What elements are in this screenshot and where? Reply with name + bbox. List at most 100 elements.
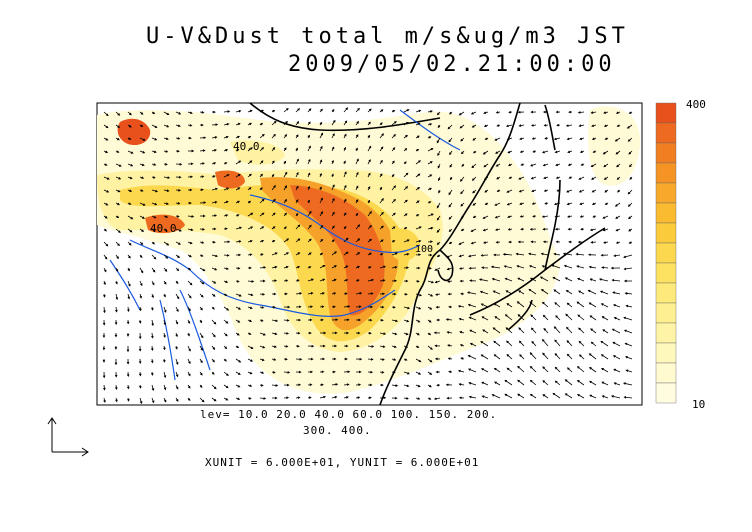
wind-arrow: [493, 367, 501, 373]
wind-arrow: [175, 384, 179, 390]
wind-arrow: [283, 160, 287, 165]
wind-arrow: [415, 371, 422, 375]
wind-arrow: [470, 241, 477, 245]
wind-arrow: [247, 266, 252, 270]
wind-arrow: [295, 212, 299, 217]
wind-arrow: [379, 292, 386, 296]
wind-arrow: [103, 228, 107, 232]
wind-arrow: [555, 176, 561, 179]
wind-arrow: [391, 240, 396, 243]
wind-arrow: [460, 215, 465, 219]
wind-arrow: [460, 202, 465, 207]
wind-arrow: [601, 395, 609, 399]
wind-arrow: [283, 198, 288, 204]
wind-arrow: [199, 358, 203, 364]
wind-arrow: [505, 327, 513, 334]
wind-arrow: [115, 202, 120, 206]
wind-arrow: [115, 397, 118, 403]
wind-arrow: [199, 201, 207, 204]
wind-arrow: [471, 176, 477, 181]
wind-arrow: [367, 211, 372, 217]
wind-arrow: [532, 150, 537, 153]
wind-arrow: [295, 224, 301, 230]
wind-arrow: [307, 331, 312, 335]
wind-arrow: [457, 305, 465, 308]
wind-arrow: [127, 306, 130, 313]
wind-arrow: [247, 109, 253, 113]
wind-arrow: [331, 292, 337, 295]
wind-arrow: [379, 305, 385, 309]
wind-arrow: [626, 124, 633, 129]
wind-arrow: [103, 293, 106, 298]
wind-arrow: [271, 358, 277, 361]
wind-arrow: [343, 370, 351, 374]
wind-arrow: [518, 340, 525, 347]
wind-arrow: [612, 355, 621, 360]
wind-arrow: [490, 265, 501, 269]
wind-arrow: [151, 150, 157, 154]
wind-arrow: [436, 202, 441, 209]
wind-arrow: [235, 109, 242, 113]
wind-arrow: [554, 366, 561, 373]
wind-arrow: [283, 107, 289, 113]
wind-arrow: [307, 134, 310, 139]
wind-arrow: [163, 189, 170, 192]
wind-arrow: [367, 199, 371, 204]
wind-arrow: [103, 267, 107, 273]
wind-arrow: [199, 175, 205, 178]
wind-arrow: [150, 358, 154, 364]
wind-arrow: [437, 150, 441, 157]
wind-arrow: [319, 225, 324, 230]
wind-arrow: [259, 397, 267, 400]
wind-arrow: [379, 133, 384, 139]
wind-arrow: [629, 163, 633, 168]
wind-arrow: [603, 124, 609, 127]
wind-arrow: [448, 305, 453, 309]
wind-arrow: [436, 318, 440, 322]
wind-arrow: [506, 354, 513, 360]
wind-arrow: [343, 160, 346, 165]
wind-arrow: [187, 162, 194, 166]
wind-arrow: [103, 189, 110, 193]
wind-arrow: [355, 107, 360, 113]
colorbar-swatch: [655, 382, 677, 404]
wind-arrow: [565, 289, 573, 295]
wind-arrow: [199, 149, 206, 152]
wind-arrow: [223, 123, 230, 126]
wind-arrow: [427, 358, 433, 363]
wind-arrow: [271, 212, 276, 217]
wind-arrow: [403, 279, 409, 283]
wind-arrow: [516, 265, 525, 269]
wind-arrow: [379, 332, 387, 335]
wind-arrow: [259, 358, 265, 362]
wind-arrow: [223, 319, 229, 324]
wind-arrow: [603, 176, 609, 180]
wind-arrow: [403, 266, 410, 270]
wind-arrow: [307, 108, 312, 113]
wind-arrow: [163, 150, 169, 153]
wind-arrow: [283, 383, 290, 387]
wind-arrow: [331, 265, 337, 269]
wind-arrow: [564, 277, 573, 282]
wind-arrow: [235, 306, 242, 310]
wind-arrow: [427, 332, 432, 336]
wind-arrow: [468, 382, 477, 386]
wind-arrow: [139, 397, 143, 404]
wind-arrow: [271, 252, 278, 256]
wind-arrow: [480, 254, 489, 257]
wind-arrow: [589, 228, 597, 232]
wind-arrow: [505, 290, 513, 295]
wind-arrow: [163, 371, 167, 378]
wind-arrow: [484, 189, 489, 193]
wind-arrow: [623, 329, 633, 334]
colorbar-swatch: [655, 222, 677, 244]
wind-arrow: [307, 318, 313, 322]
wind-arrow: [344, 331, 350, 335]
wind-arrow: [529, 365, 537, 373]
wind-arrow: [529, 277, 537, 282]
wind-arrow: [434, 357, 441, 361]
wind-arrow: [247, 397, 252, 400]
wind-arrow: [103, 163, 108, 166]
wind-arrow: [578, 176, 585, 180]
wind-arrow: [436, 383, 441, 387]
